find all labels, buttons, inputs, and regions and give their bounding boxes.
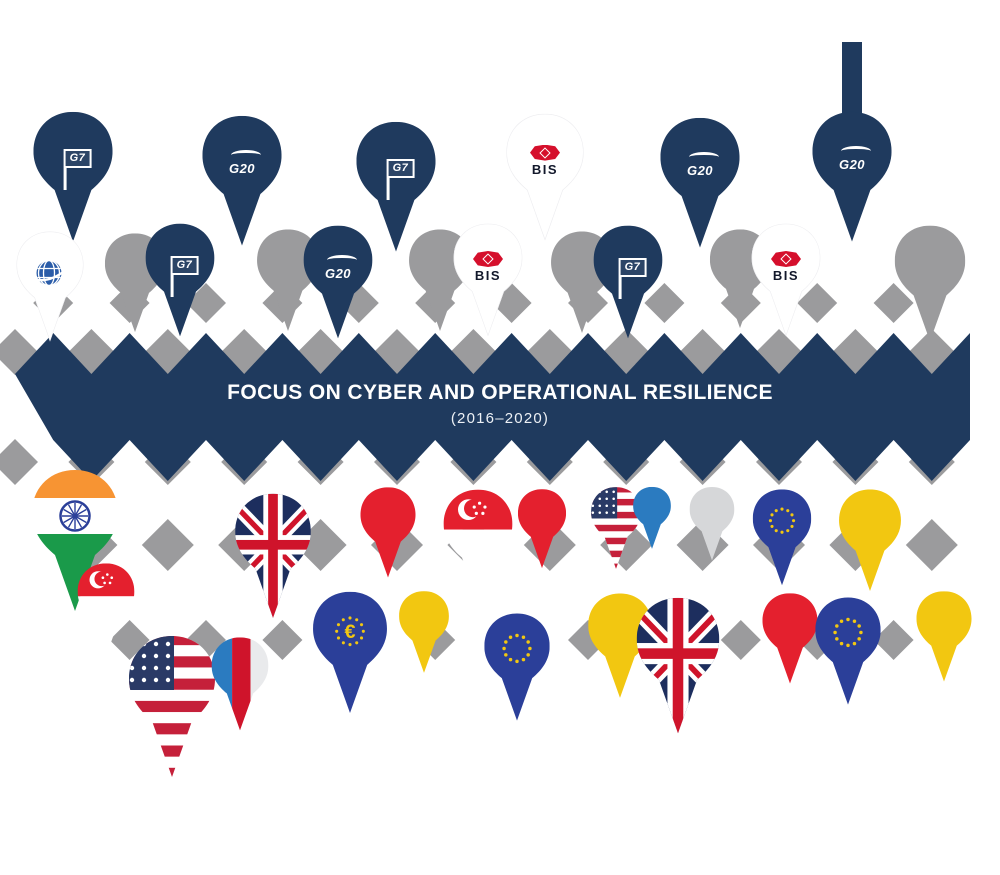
svg-text:€: €: [344, 621, 355, 643]
pin-singapore-2: [73, 562, 139, 658]
pin-red-3: [758, 592, 822, 685]
pin-red-2: [514, 488, 570, 569]
pin-red-1: [356, 486, 420, 579]
pin-g20-b3: G20: [298, 224, 378, 340]
timeline-banner: FOCUS ON CYBER AND OPERATIONAL RESILIENC…: [0, 381, 1000, 427]
pin-g7-b2: G7: [140, 222, 220, 338]
pin-uk-1: [229, 492, 317, 620]
pin-yellow-1: [834, 488, 906, 592]
pin-ecb: €: [307, 590, 393, 715]
pin-yellow-4: [912, 590, 976, 683]
pin-swift-b1: [11, 230, 89, 343]
pin-eu-2: [479, 612, 555, 722]
pin-lightgray-1: [686, 486, 738, 561]
pin-india: [25, 468, 125, 613]
pin-us-1: [587, 486, 645, 570]
banner-subtitle: (2016–2020): [450, 410, 550, 427]
pin-singapore-1: [438, 488, 518, 604]
pin-eu-1: [748, 488, 816, 587]
pin-g7-a1: G7: [27, 110, 119, 243]
pin-uk-2: [630, 596, 726, 735]
pin-us-2: [122, 634, 222, 779]
banner-title: FOCUS ON CYBER AND OPERATIONAL RESILIENC…: [227, 381, 773, 404]
pin-eu-3: [810, 596, 886, 706]
pin-gray-6: [889, 224, 971, 343]
pin-blue-1: [630, 486, 674, 550]
pin-g7-b5: G7: [588, 224, 668, 340]
pin-tricolor-1: [207, 636, 273, 732]
pin-bis-b4: BIS: [448, 222, 528, 338]
pin-bis-b6: BIS: [746, 222, 826, 338]
pin-yellow-2: [395, 590, 453, 674]
